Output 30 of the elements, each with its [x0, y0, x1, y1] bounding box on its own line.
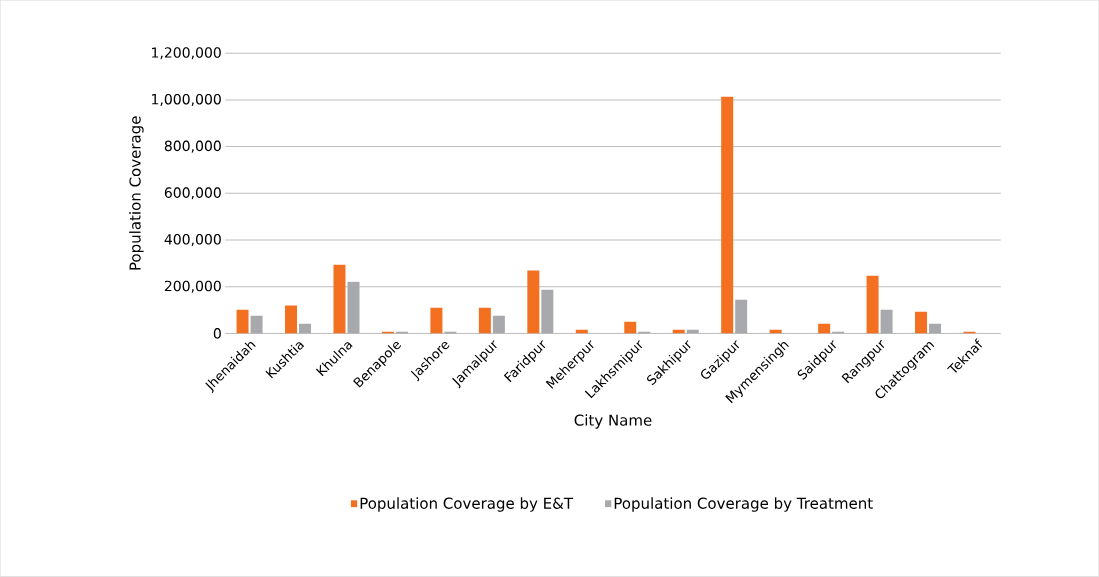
bar	[915, 311, 928, 334]
bar	[250, 315, 263, 334]
y-tick-label: 800,000	[164, 140, 221, 153]
bar	[299, 323, 312, 334]
y-tick-label: 1,200,000	[152, 47, 221, 60]
bar	[527, 270, 540, 334]
bar	[347, 281, 360, 334]
bar	[866, 275, 879, 334]
bar	[430, 307, 443, 334]
bar	[478, 307, 491, 334]
bar	[236, 309, 249, 334]
bar	[333, 264, 346, 334]
bar	[735, 299, 748, 334]
bar	[285, 305, 298, 334]
y-tick-label: 1,000,000	[152, 94, 221, 107]
bar	[721, 96, 734, 334]
bar	[880, 309, 893, 334]
legend-label: Population Coverage by E&T	[360, 497, 574, 512]
y-tick-label: 0	[213, 328, 221, 339]
y-tick-label: 600,000	[164, 187, 221, 200]
legend-label: Population Coverage by Treatment	[614, 497, 873, 512]
y-axis-title: Population Coverage	[129, 116, 144, 270]
y-tick-label: 200,000	[164, 280, 221, 293]
bar	[541, 289, 554, 334]
bar	[818, 323, 831, 334]
bar	[929, 323, 942, 334]
bar	[492, 315, 505, 334]
bar	[624, 321, 637, 334]
y-tick-label: 400,000	[164, 234, 221, 247]
x-axis-title: City Name	[574, 414, 652, 429]
